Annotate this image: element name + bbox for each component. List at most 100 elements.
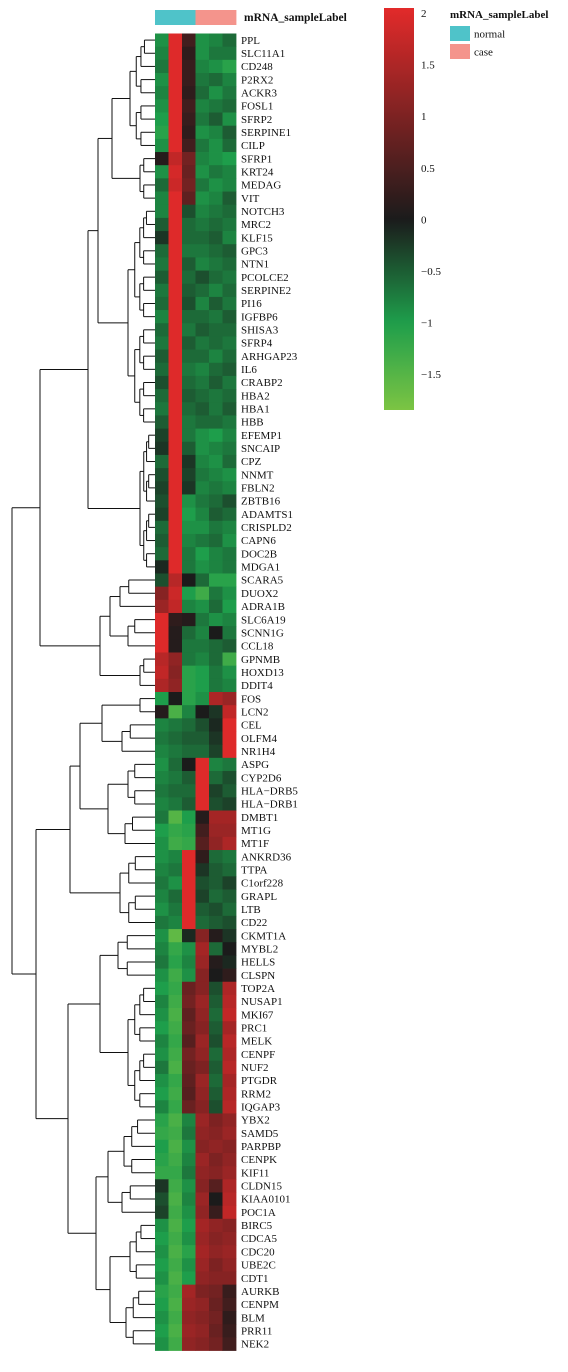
- heatmap-cell: [209, 86, 223, 100]
- heatmap-cell: [195, 560, 210, 574]
- heatmap-cell: [155, 599, 169, 614]
- heatmap-cell: [222, 678, 237, 693]
- heatmap-cell: [182, 112, 196, 127]
- heatmap-cell: [182, 1258, 196, 1272]
- heatmap-cell: [195, 507, 210, 522]
- heatmap-cell: [222, 415, 237, 429]
- heatmap-cell: [195, 994, 210, 1009]
- heatmap-cell: [195, 375, 210, 390]
- heatmap-cell: [182, 1139, 196, 1154]
- heatmap-cell: [209, 902, 223, 917]
- heatmap-cell: [182, 929, 196, 943]
- heatmap-cell: [195, 718, 210, 732]
- heatmap-cell: [222, 494, 237, 509]
- heatmap-cell: [168, 1192, 183, 1207]
- heatmap-cell: [209, 1271, 223, 1286]
- heatmap-cell: [155, 244, 169, 258]
- heatmap-cell: [155, 362, 169, 377]
- heatmap-cell: [195, 310, 210, 324]
- heatmap-cell: [209, 1297, 223, 1312]
- heatmap-cell: [182, 586, 196, 601]
- row-label: DUOX2: [241, 588, 278, 600]
- heatmap-cell: [222, 454, 237, 469]
- heatmap-cell: [209, 415, 223, 429]
- annotation-cell-normal: [182, 10, 196, 25]
- heatmap-cell: [168, 59, 183, 74]
- row-label: AURKB: [241, 1286, 280, 1298]
- heatmap-cell: [182, 560, 196, 574]
- heatmap-cell: [155, 1284, 169, 1299]
- heatmap-cell: [168, 915, 183, 930]
- color-scale-tick: −0.5: [421, 266, 441, 278]
- heatmap-cell: [168, 626, 183, 640]
- heatmap-cell: [209, 389, 223, 403]
- heatmap-cell: [222, 1152, 237, 1167]
- heatmap-cell: [182, 349, 196, 364]
- row-label: TTPA: [241, 864, 268, 876]
- heatmap-cell: [195, 678, 210, 693]
- heatmap-cell: [209, 1258, 223, 1272]
- row-label: NTN1: [241, 259, 269, 271]
- heatmap-cell: [195, 1139, 210, 1154]
- heatmap-cell: [155, 612, 169, 627]
- heatmap-cell: [222, 1231, 237, 1246]
- heatmap-cell: [155, 929, 169, 943]
- heatmap-cell: [222, 165, 237, 179]
- heatmap-cell: [182, 99, 196, 113]
- heatmap-cell: [182, 889, 196, 904]
- heatmap-cell: [155, 1245, 169, 1259]
- heatmap-cell: [209, 560, 223, 574]
- heatmap-cell: [182, 876, 196, 890]
- row-label: CENPK: [241, 1154, 277, 1166]
- heatmap-cell: [182, 1113, 196, 1128]
- heatmap-cell: [168, 1126, 183, 1141]
- heatmap-cell: [168, 86, 183, 100]
- heatmap-cell: [155, 902, 169, 917]
- heatmap-cell: [209, 1310, 223, 1325]
- heatmap-cell: [182, 1047, 196, 1062]
- heatmap-cell: [195, 1087, 210, 1101]
- heatmap-cell: [195, 191, 210, 206]
- heatmap-cell: [155, 981, 169, 996]
- heatmap-cell: [209, 33, 223, 48]
- heatmap-cell: [222, 863, 237, 877]
- heatmap-cell: [168, 244, 183, 258]
- heatmap-cell: [182, 1166, 196, 1180]
- heatmap-cell: [195, 797, 210, 811]
- heatmap-cell: [195, 59, 210, 74]
- color-scale-tick: 1: [421, 111, 427, 123]
- heatmap-cell: [182, 1205, 196, 1220]
- heatmap-cell: [209, 1100, 223, 1114]
- heatmap-cell: [155, 876, 169, 890]
- heatmap-cell: [182, 1271, 196, 1286]
- heatmap-cell: [195, 1100, 210, 1114]
- heatmap-cell: [195, 705, 210, 719]
- heatmap-cell: [209, 73, 223, 87]
- heatmap-cell: [182, 310, 196, 324]
- row-label: FOS: [241, 693, 261, 705]
- legend-swatch-case: [450, 44, 470, 59]
- heatmap-cell: [182, 757, 196, 772]
- heatmap-cell: [182, 231, 196, 245]
- row-label: SERPINE2: [241, 285, 291, 297]
- heatmap-cell: [209, 231, 223, 245]
- heatmap-cell: [222, 639, 237, 653]
- heatmap-cell: [168, 112, 183, 127]
- heatmap-cell: [155, 639, 169, 653]
- heatmap-cell: [155, 1060, 169, 1075]
- heatmap-cell: [195, 283, 210, 298]
- heatmap-cell: [168, 1008, 183, 1022]
- heatmap-cell: [182, 86, 196, 100]
- annotation-cell-case: [209, 10, 223, 25]
- heatmap-cell: [168, 1073, 183, 1088]
- heatmap-cell: [155, 178, 169, 192]
- heatmap-cell: [155, 481, 169, 495]
- heatmap-cell: [182, 850, 196, 864]
- heatmap-cell: [182, 244, 196, 258]
- heatmap-cell: [222, 994, 237, 1009]
- heatmap-cell: [222, 178, 237, 192]
- row-label: SFRP4: [241, 338, 273, 350]
- heatmap-cell: [155, 1100, 169, 1114]
- row-label: PPL: [241, 35, 260, 47]
- row-label: SERPINE1: [241, 127, 291, 139]
